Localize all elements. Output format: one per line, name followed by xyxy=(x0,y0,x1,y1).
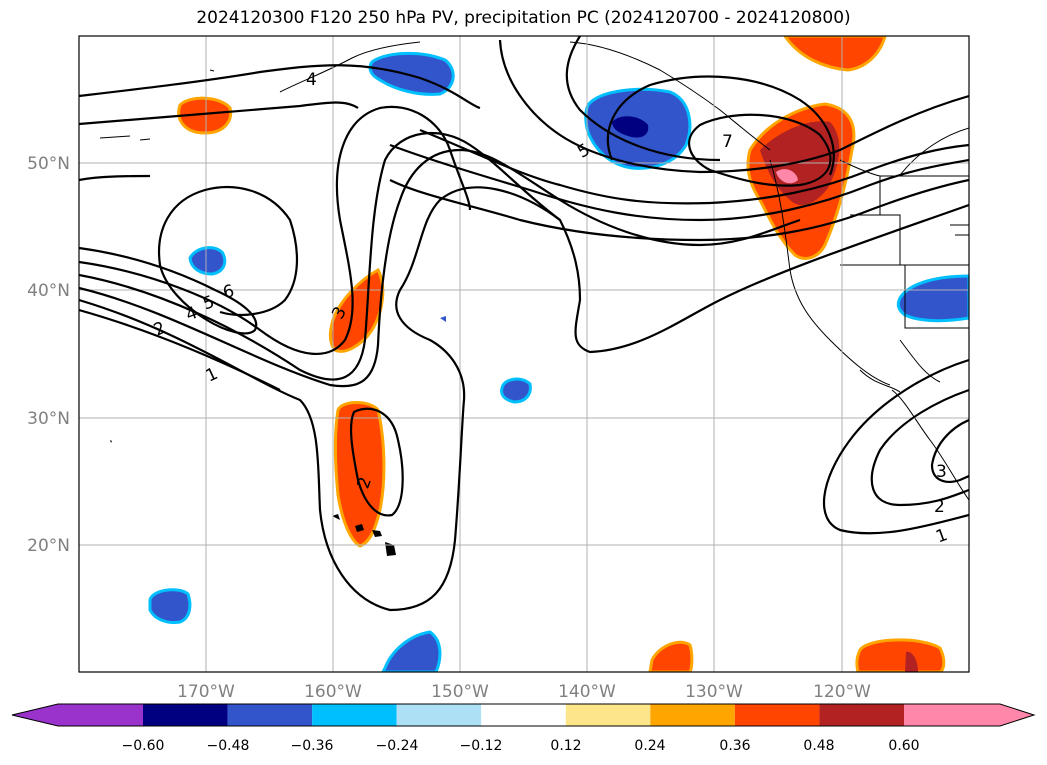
precip-negative-anomalies xyxy=(148,51,969,672)
colorbar-segment xyxy=(904,704,1000,726)
colorbar-tick-label: 0.24 xyxy=(634,738,665,754)
colorbar-segment xyxy=(396,704,482,726)
colorbar-segment xyxy=(819,704,904,726)
pv-contours xyxy=(79,36,969,612)
lon-tick-label: 120°W xyxy=(813,682,871,702)
colorbar-tick-label: −0.12 xyxy=(460,738,503,754)
lon-tick-label: 140°W xyxy=(558,682,616,702)
coastlines xyxy=(99,41,969,501)
colorbar-extension-high xyxy=(1000,704,1034,726)
colorbar-tick-label: −0.48 xyxy=(207,738,250,754)
colorbar-segment xyxy=(650,704,735,726)
contour-label: 7 xyxy=(722,132,733,152)
colorbar-tick-label: −0.60 xyxy=(122,738,165,754)
islands xyxy=(110,440,396,556)
colorbar-tick-label: −0.36 xyxy=(291,738,334,754)
lat-tick-label: 30°N xyxy=(27,409,70,429)
colorbar-tick-label: 0.12 xyxy=(550,738,581,754)
colorbar-segment xyxy=(143,704,228,726)
colorbar-tick-label: 0.48 xyxy=(803,738,834,754)
lon-tick-labels: 170°W 160°W 150°W 140°W 130°W 120°W xyxy=(177,682,871,702)
contour-label: 1 xyxy=(933,525,950,547)
colorbar-segment xyxy=(565,704,651,726)
lon-tick-label: 160°W xyxy=(304,682,362,702)
colorbar-segment xyxy=(312,704,397,726)
map-frame xyxy=(78,35,970,673)
lat-tick-label: 20°N xyxy=(27,536,70,556)
precip-positive-anomalies xyxy=(177,36,946,672)
colorbar-tick-label: 0.60 xyxy=(888,738,919,754)
contour-label: 2 xyxy=(151,318,169,341)
contour-label: 4 xyxy=(306,70,317,90)
colorbar-outline xyxy=(11,703,1036,727)
colorbar-segment xyxy=(481,704,566,726)
colorbar-extension-low xyxy=(12,704,58,726)
contour-label: 1 xyxy=(203,364,221,387)
contour-label: 6 xyxy=(221,281,237,303)
colorbar-tick-label: −0.24 xyxy=(376,738,419,754)
contour-label: 3 xyxy=(936,462,947,482)
contour-label: 2 xyxy=(934,497,945,517)
colorbar-tick-label: 0.36 xyxy=(719,738,750,754)
colorbar-segment xyxy=(734,704,820,726)
colorbar-segments xyxy=(12,704,1034,726)
colorbar: −0.60 −0.48 −0.36 −0.24 −0.12 0.12 0.24 … xyxy=(11,703,1036,754)
map-title: 2024120300 F120 250 hPa PV, precipitatio… xyxy=(196,8,851,28)
gridlines xyxy=(79,36,969,672)
lat-tick-labels: 50°N 40°N 30°N 20°N xyxy=(27,154,70,556)
lat-tick-label: 40°N xyxy=(27,281,70,301)
lon-tick-label: 150°W xyxy=(431,682,489,702)
colorbar-segment xyxy=(58,704,143,726)
lon-tick-label: 130°W xyxy=(685,682,743,702)
lat-tick-label: 50°N xyxy=(27,154,70,174)
lon-tick-label: 170°W xyxy=(177,682,235,702)
colorbar-segment xyxy=(227,704,313,726)
colorbar-tick-labels: −0.60 −0.48 −0.36 −0.24 −0.12 0.12 0.24 … xyxy=(122,738,920,754)
